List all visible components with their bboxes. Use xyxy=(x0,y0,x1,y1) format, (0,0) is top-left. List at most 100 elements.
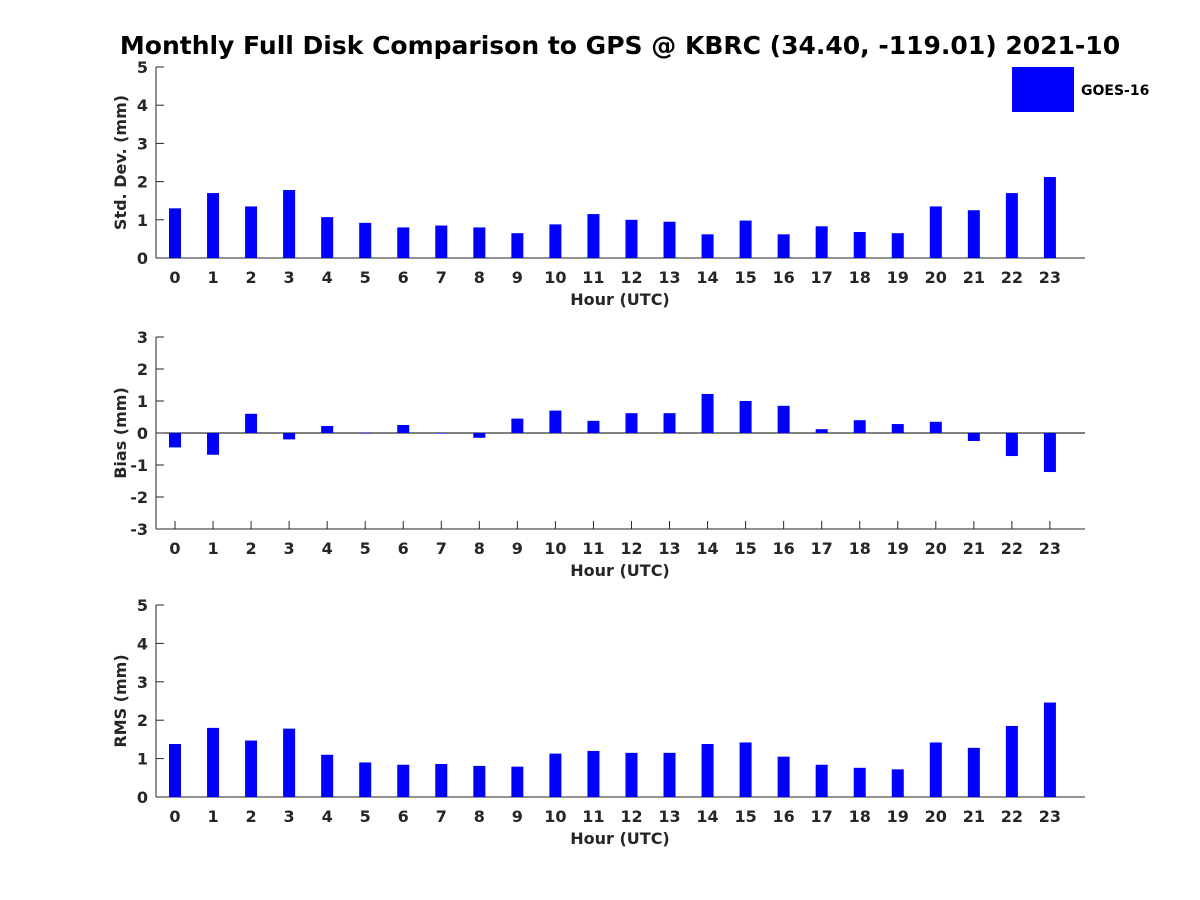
legend: GOES-16 xyxy=(1012,67,1149,112)
x-tick-label: 5 xyxy=(360,539,371,558)
x-tick-label: 9 xyxy=(512,539,523,558)
x-tick-label: 17 xyxy=(811,539,833,558)
x-tick-label: 9 xyxy=(512,268,523,287)
x-tick-label: 1 xyxy=(207,268,218,287)
y-tick-label: 5 xyxy=(137,596,148,615)
bar xyxy=(169,433,181,448)
legend-label: GOES-16 xyxy=(1081,83,1149,99)
x-tick-label: 2 xyxy=(246,268,257,287)
bar xyxy=(321,754,334,797)
x-tick-label: 2 xyxy=(246,539,257,558)
bar xyxy=(359,762,372,797)
bar xyxy=(245,206,258,258)
x-tick-label: 9 xyxy=(512,807,523,826)
y-tick-label: 0 xyxy=(137,249,148,268)
x-tick-label: 0 xyxy=(169,807,180,826)
x-tick-label: 19 xyxy=(887,539,909,558)
y-axis-label: RMS (mm) xyxy=(111,654,130,747)
x-tick-label: 8 xyxy=(474,539,485,558)
x-tick-label: 11 xyxy=(582,539,604,558)
x-tick-label: 3 xyxy=(284,539,295,558)
x-tick-label: 5 xyxy=(360,268,371,287)
bar xyxy=(853,767,866,797)
x-tick-label: 13 xyxy=(658,539,680,558)
x-tick-label: 18 xyxy=(849,539,871,558)
bar xyxy=(625,413,638,433)
x-tick-label: 12 xyxy=(620,807,642,826)
bar xyxy=(549,224,562,258)
y-tick-label: 1 xyxy=(137,211,148,230)
bar xyxy=(169,208,181,258)
bar xyxy=(207,727,220,797)
bar xyxy=(587,420,600,433)
chart-title: Monthly Full Disk Comparison to GPS @ KB… xyxy=(120,31,1120,60)
x-tick-label: 7 xyxy=(436,807,447,826)
x-tick-label: 12 xyxy=(620,268,642,287)
bar xyxy=(207,193,220,258)
bar xyxy=(549,753,562,797)
x-tick-label: 21 xyxy=(963,807,985,826)
bar xyxy=(777,756,790,797)
x-tick-label: 23 xyxy=(1039,539,1061,558)
y-tick-label: 2 xyxy=(137,711,148,730)
bar xyxy=(891,424,904,433)
x-tick-label: 23 xyxy=(1039,807,1061,826)
bar xyxy=(815,226,828,258)
x-tick-label: 16 xyxy=(773,807,795,826)
y-tick-label: -2 xyxy=(130,488,148,507)
bar xyxy=(207,433,220,455)
bar xyxy=(359,433,372,434)
bar xyxy=(625,752,638,797)
bar xyxy=(739,401,752,433)
bar xyxy=(435,433,448,434)
bar xyxy=(1005,433,1018,457)
bar xyxy=(587,214,600,258)
bar xyxy=(511,233,524,258)
bar xyxy=(1043,177,1056,258)
bar xyxy=(397,227,410,258)
y-tick-label: 3 xyxy=(137,673,148,692)
x-tick-label: 22 xyxy=(1001,807,1023,826)
bar xyxy=(245,740,258,797)
bar xyxy=(929,206,942,258)
bar xyxy=(321,217,334,258)
bar xyxy=(435,225,448,258)
x-tick-label: 20 xyxy=(925,539,947,558)
bar xyxy=(853,232,866,258)
bar xyxy=(511,418,524,433)
x-tick-label: 21 xyxy=(963,268,985,287)
y-tick-label: 0 xyxy=(137,424,148,443)
y-tick-label: 5 xyxy=(137,58,148,77)
x-tick-label: 13 xyxy=(658,807,680,826)
bar xyxy=(815,764,828,797)
x-tick-label: 1 xyxy=(207,807,218,826)
x-axis-label: Hour (UTC) xyxy=(570,561,670,580)
bar xyxy=(891,769,904,797)
x-tick-label: 16 xyxy=(773,268,795,287)
x-tick-label: 18 xyxy=(849,807,871,826)
y-tick-label: 1 xyxy=(137,750,148,769)
x-tick-label: 23 xyxy=(1039,268,1061,287)
x-tick-label: 14 xyxy=(696,807,718,826)
bar xyxy=(967,210,980,258)
x-tick-label: 4 xyxy=(322,539,333,558)
bar xyxy=(663,221,676,258)
y-tick-label: 1 xyxy=(137,392,148,411)
bar xyxy=(435,763,448,797)
x-tick-label: 4 xyxy=(322,807,333,826)
x-tick-label: 10 xyxy=(544,268,566,287)
bar xyxy=(853,420,866,433)
bar xyxy=(967,433,980,441)
bar xyxy=(815,429,828,433)
x-tick-label: 21 xyxy=(963,539,985,558)
bar xyxy=(967,747,980,797)
x-tick-label: 22 xyxy=(1001,539,1023,558)
x-tick-label: 19 xyxy=(887,807,909,826)
x-tick-label: 7 xyxy=(436,268,447,287)
x-tick-label: 11 xyxy=(582,268,604,287)
x-tick-label: 10 xyxy=(544,807,566,826)
x-tick-label: 11 xyxy=(582,807,604,826)
